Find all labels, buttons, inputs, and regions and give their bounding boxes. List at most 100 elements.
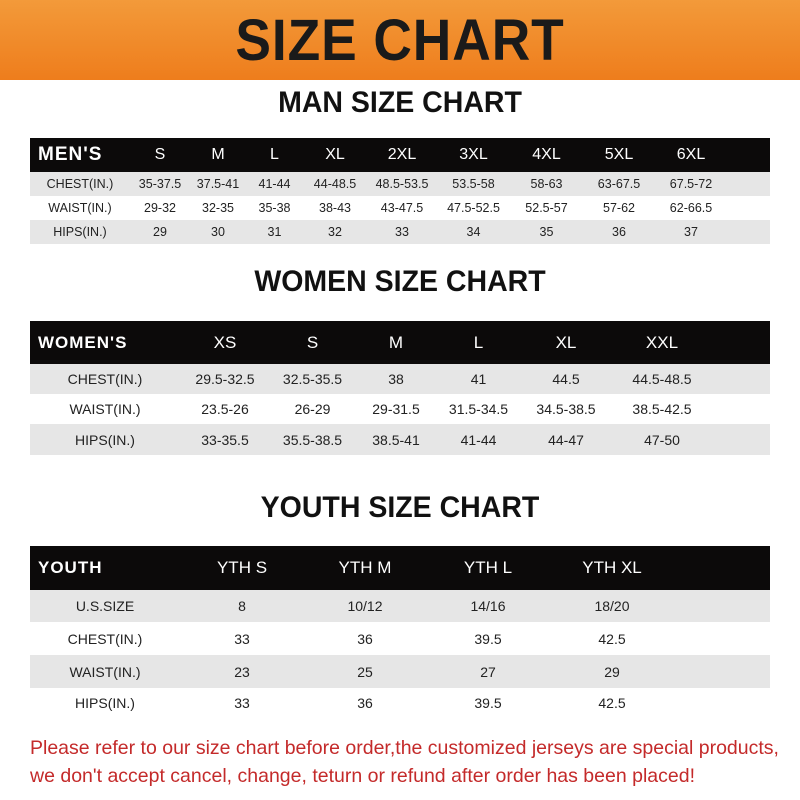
youth-section-title: YOUTH SIZE CHART <box>260 491 540 524</box>
header-filler <box>674 546 770 590</box>
men-size-table: MEN'S S M L XL 2XL 3XL 4XL 5XL 6XL CHEST(IN.) 35-37… <box>30 138 770 244</box>
row-filler <box>712 394 770 424</box>
men-header-row: MEN'S S M L XL 2XL 3XL 4XL 5XL 6XL <box>30 138 770 172</box>
size-column-header: M <box>355 321 437 364</box>
size-column-header: YTH S <box>180 546 304 590</box>
size-column-header: 2XL <box>367 138 437 172</box>
women-section-title: WOMEN SIZE CHART <box>254 265 546 298</box>
row-filler <box>674 622 770 655</box>
measurement-value: 47.5-52.5 <box>447 201 500 215</box>
table-row: WAIST(IN.) 29-32 32-35 35-38 38-43 43-47.5 47.… <box>30 196 770 220</box>
measurement-value: 34.5-38.5 <box>536 401 596 417</box>
men-table-label: MEN'S <box>30 138 130 172</box>
women-size-table: WOMEN'S XS S M L XL XXL CHEST(IN.) 29.5-32.5 32.5… <box>30 321 770 455</box>
measurement-value: 30 <box>190 220 246 244</box>
measurement-value: 41-44 <box>437 424 520 455</box>
men-section-title: MAN SIZE CHART <box>278 86 522 119</box>
measurement-value: 63-67.5 <box>583 172 655 196</box>
measurement-value: 29.5-32.5 <box>180 364 270 394</box>
measurement-value: 33 <box>367 220 437 244</box>
size-column-header: YTH L <box>426 546 550 590</box>
measurement-value: 34 <box>437 220 510 244</box>
size-column-header: XXL <box>612 321 712 364</box>
measurement-value: 44.5-48.5 <box>612 364 712 394</box>
measurement-value: 38.5-42.5 <box>632 401 692 417</box>
size-column-header: M <box>190 138 246 172</box>
size-column-header: 3XL <box>437 138 510 172</box>
header-filler <box>727 138 770 172</box>
measurement-value: 48.5-53.5 <box>367 172 437 196</box>
table-row: WAIST(IN.) 23 25 27 29 <box>30 655 770 688</box>
measurement-value: 42.5 <box>598 630 626 647</box>
row-filler <box>712 364 770 394</box>
measurement-value: 38.5-41 <box>355 424 437 455</box>
measurement-value: 23.5-26 <box>201 401 249 417</box>
size-column-header: XL <box>520 321 612 364</box>
measurement-value: 47-50 <box>612 424 712 455</box>
measurement-label: CHEST(IN.) <box>30 364 180 394</box>
measurement-value: 37.5-41 <box>190 172 246 196</box>
measurement-value: 62-66.5 <box>669 201 713 215</box>
youth-size-table: YOUTH YTH S YTH M YTH L YTH XL U.S.SIZE 8 10/12… <box>30 546 770 718</box>
size-column-header: YTH M <box>304 546 426 590</box>
row-filler <box>727 220 770 244</box>
measurement-value: 31 <box>246 220 303 244</box>
size-column-header: S <box>270 321 355 364</box>
measurement-value: 29-32 <box>144 201 176 215</box>
row-filler <box>674 688 770 718</box>
measurement-value: 36 <box>583 220 655 244</box>
measurement-label: U.S.SIZE <box>30 590 180 622</box>
row-filler <box>712 424 770 455</box>
table-row: CHEST(IN.) 35-37.5 37.5-41 41-44 44-48.5 48.5… <box>30 172 770 196</box>
measurement-value: 44-47 <box>520 424 612 455</box>
notice-line-1: Please refer to our size chart before or… <box>30 737 779 759</box>
table-row: HIPS(IN.) 29 30 31 32 33 34 35 36 37 <box>30 220 770 244</box>
measurement-value: 25 <box>304 655 426 688</box>
measurement-label: HIPS(IN.) <box>30 424 180 455</box>
measurement-value: 14/16 <box>426 590 550 622</box>
measurement-value: 23 <box>180 655 304 688</box>
measurement-value: 10/12 <box>304 590 426 622</box>
measurement-value: 29 <box>550 655 674 688</box>
measurement-label: HIPS(IN.) <box>30 220 130 244</box>
notice-line-2: we don't accept cancel, change, teturn o… <box>30 765 695 787</box>
measurement-value: 38 <box>355 364 437 394</box>
measurement-label: WAIST(IN.) <box>48 201 112 215</box>
measurement-label: WAIST(IN.) <box>30 655 180 688</box>
measurement-value: 27 <box>426 655 550 688</box>
women-table-label: WOMEN'S <box>30 321 180 364</box>
table-row: WAIST(IN.) 23.5-26 26-29 29-31.5 31.5-34.5 34… <box>30 394 770 424</box>
measurement-label: CHEST(IN.) <box>30 172 130 196</box>
banner-title: SIZE CHART <box>235 7 565 73</box>
measurement-value: 31.5-34.5 <box>448 401 509 417</box>
header-filler <box>712 321 770 364</box>
size-column-header: L <box>437 321 520 364</box>
size-column-header: XS <box>180 321 270 364</box>
measurement-value: 35-37.5 <box>130 172 190 196</box>
measurement-label: HIPS(IN.) <box>75 695 135 711</box>
measurement-value: 18/20 <box>550 590 674 622</box>
row-filler <box>727 196 770 220</box>
table-row: HIPS(IN.) 33 36 39.5 42.5 <box>30 688 770 718</box>
size-column-header: YTH XL <box>550 546 674 590</box>
measurement-label: CHEST(IN.) <box>67 630 143 647</box>
measurement-value: 37 <box>655 220 727 244</box>
measurement-value: 53.5-58 <box>437 172 510 196</box>
measurement-value: 36 <box>357 695 373 711</box>
measurement-value: 67.5-72 <box>655 172 727 196</box>
size-column-header: XL <box>303 138 367 172</box>
measurement-value: 58-63 <box>510 172 583 196</box>
measurement-value: 32 <box>303 220 367 244</box>
size-column-header: 5XL <box>583 138 655 172</box>
table-row: HIPS(IN.) 33-35.5 35.5-38.5 38.5-41 41-44 44-… <box>30 424 770 455</box>
measurement-value: 39.5 <box>474 630 502 647</box>
measurement-value: 35-38 <box>258 201 291 215</box>
size-column-header: S <box>130 138 190 172</box>
order-notice: Please refer to our size chart before or… <box>30 734 790 790</box>
size-column-header: 6XL <box>655 138 727 172</box>
row-filler <box>674 655 770 688</box>
measurement-value: 32-35 <box>202 201 234 215</box>
youth-table-label: YOUTH <box>30 546 180 590</box>
measurement-value: 44.5 <box>520 364 612 394</box>
measurement-value: 57-62 <box>603 201 635 215</box>
